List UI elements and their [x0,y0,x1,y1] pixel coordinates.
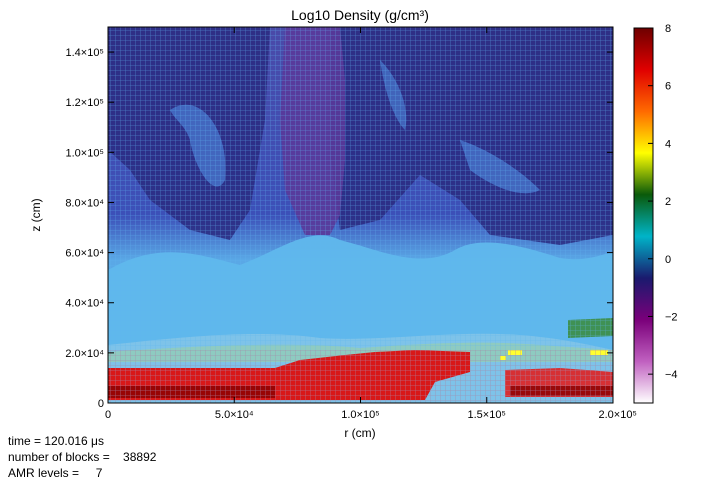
y-axis-label: z (cm) [29,198,43,231]
colorbar [633,27,654,404]
block-count-readout: number of blocks = 38892 [8,450,157,464]
x-tick-label: 1.5×10⁵ [467,409,506,421]
x-axis-label: r (cm) [344,426,375,440]
y-axis-ticks: 0 2.0×10⁴ 4.0×10⁴ 6.0×10⁴ 8.0×10⁴ 1.0×10⁵ 1.2×… [65,47,613,410]
colorbar-tick-label: 6 [665,81,671,93]
amr-grid [108,27,613,403]
x-tick-label: 5.0×10⁴ [215,409,254,421]
y-tick-label: 2.0×10⁴ [65,348,104,360]
colorbar-tick-label: 2 [665,196,671,208]
x-tick-label: 1.0×10⁵ [341,409,380,421]
colorbar-tick-label: 4 [665,138,671,150]
x-tick-label: 2.0×10⁵ [598,409,637,421]
x-axis-ticks: 0 5.0×10⁴ 1.0×10⁵ 1.5×10⁵ 2.0×10⁵ [105,27,637,421]
y-tick-label: 6.0×10⁴ [65,248,104,260]
y-tick-label: 4.0×10⁴ [65,298,104,310]
y-tick-label: 8.0×10⁴ [65,197,104,209]
y-tick-label: 1.2×10⁵ [65,97,104,109]
x-tick-label: 0 [105,409,111,421]
y-tick-label: 1.4×10⁵ [65,47,104,59]
amr-levels-readout: AMR levels = 7 [8,466,103,480]
amr-grid-fine [108,350,613,403]
colorbar-tick-label: 8 [665,23,671,35]
chart-title: Log10 Density (g/cm³) [291,7,429,23]
colorbar-tick-label: 0 [665,254,671,266]
colorbar-tick-label: −4 [665,369,678,381]
y-tick-label: 0 [98,398,104,410]
y-tick-label: 1.0×10⁵ [65,147,104,159]
time-readout: time = 120.016 μs [8,434,104,448]
colorbar-tick-label: −2 [665,311,678,323]
heatmap-field [108,27,613,403]
colorbar-ticks: −4 −2 0 2 4 6 8 [648,23,678,381]
